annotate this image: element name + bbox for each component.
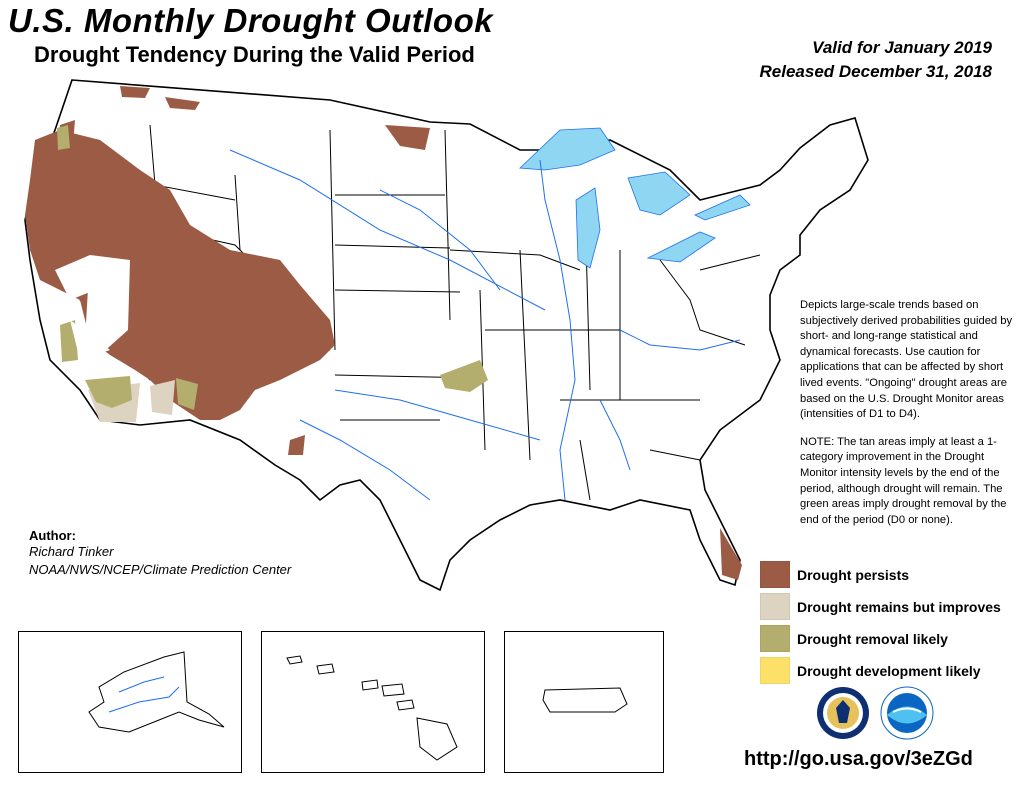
hawaii-map (286, 655, 458, 761)
nws-seal-icon (817, 687, 869, 739)
noaa-logo-icon (880, 686, 934, 740)
legend-swatch (760, 657, 790, 684)
legend-item-drought-improves: Drought remains but improves (760, 593, 1001, 620)
legend-label: Drought development likely (797, 662, 981, 679)
description-note: NOTE: The tan areas imply at least a 1-c… (800, 435, 1007, 526)
great-lakes (519, 127, 751, 269)
legend-swatch (760, 625, 790, 652)
map-subtitle: Drought Tendency During the Valid Period (34, 42, 475, 67)
puerto-rico-inset (504, 631, 664, 773)
outlook-description: Depicts large-scale trends based on subj… (800, 298, 1020, 528)
water-holes (55, 255, 130, 360)
description-text: Depicts large-scale trends based on subj… (800, 299, 1013, 421)
map-title: U.S. Monthly Drought Outlook (8, 2, 494, 39)
legend-label: Drought persists (797, 566, 910, 583)
alaska-inset (18, 631, 242, 773)
author-heading: Author: (29, 528, 76, 543)
legend-item-drought-removal: Drought removal likely (760, 625, 948, 652)
outlook-url-link[interactable]: http://go.usa.gov/3eZGd (744, 748, 973, 770)
legend-label: Drought removal likely (797, 630, 948, 647)
drought-removal-areas (57, 125, 488, 410)
legend-item-drought-persists: Drought persists (760, 561, 909, 588)
legend-swatch (760, 593, 790, 620)
author-organization: NOAA/NWS/NCEP/Climate Prediction Center (29, 562, 292, 577)
hawaii-inset (261, 631, 485, 773)
puerto-rico-map (542, 687, 628, 713)
author-block: Author: Richard Tinker NOAA/NWS/NCEP/Cli… (29, 528, 291, 578)
author-name: Richard Tinker (29, 544, 114, 559)
release-date: Released December 31, 2018 (759, 62, 993, 81)
alaska-map (88, 651, 225, 733)
legend-item-drought-development: Drought development likely (760, 657, 981, 684)
legend-swatch (760, 561, 790, 588)
valid-period: Valid for January 2019 (812, 38, 992, 57)
legend-label: Drought remains but improves (797, 598, 1001, 615)
